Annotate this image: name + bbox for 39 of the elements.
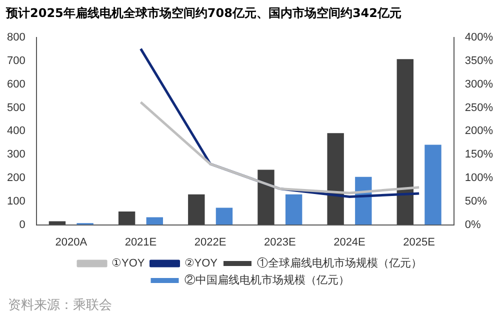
y-tick-label: 0	[19, 218, 26, 231]
y2-tick-label: 0%	[464, 218, 481, 231]
legend-label: ②YOY	[184, 258, 218, 270]
y-tick-label: 200	[6, 172, 26, 184]
bar	[327, 133, 344, 225]
y2-tick-label: 300%	[464, 78, 494, 90]
y2-tick-label: 200%	[464, 125, 494, 138]
x-tick-label: 2022E	[194, 236, 226, 248]
chart-title: 预计2025年扁线电机全球市场空间约708亿元、国内市场空间约342亿元	[4, 5, 402, 22]
bar	[285, 194, 302, 225]
x-tick-label: 2021E	[124, 236, 157, 248]
y-tick-label: 600	[6, 78, 26, 90]
bar	[146, 217, 163, 225]
bar	[396, 59, 414, 225]
bar	[216, 208, 233, 225]
bar	[258, 170, 274, 225]
y2-tick-label: 250%	[464, 102, 494, 114]
x-tick-label: 2024E	[334, 236, 366, 248]
x-tick-label: 2023E	[264, 236, 296, 248]
legend-label: ②中国扁线电机市场规模（亿元）	[184, 274, 350, 287]
y2-tick-label: 50%	[464, 195, 488, 208]
y-tick-label: 400	[6, 125, 26, 138]
text: 资料来源：乘联会	[7, 297, 113, 314]
bar	[118, 211, 136, 225]
y-tick-label: 300	[6, 148, 26, 161]
bar	[188, 194, 205, 225]
y2-tick-label: 150%	[464, 148, 494, 161]
legend-label: ①YOY	[112, 258, 146, 270]
y-tick-label: 500	[6, 102, 26, 114]
legend-label: ①全球扁线电机市场规模（亿元）	[256, 256, 422, 270]
y-tick-label: 700	[6, 55, 26, 68]
y2-tick-label: 350%	[464, 55, 494, 68]
bar	[424, 144, 442, 225]
y-tick-label: 100	[6, 195, 26, 208]
y2-tick-label: 100%	[464, 172, 494, 184]
y-tick-label: 800	[6, 32, 26, 44]
y2-tick-label: 400%	[464, 32, 494, 44]
x-tick-label: 2025E	[403, 236, 435, 248]
x-tick-label: 2020A	[55, 236, 88, 248]
